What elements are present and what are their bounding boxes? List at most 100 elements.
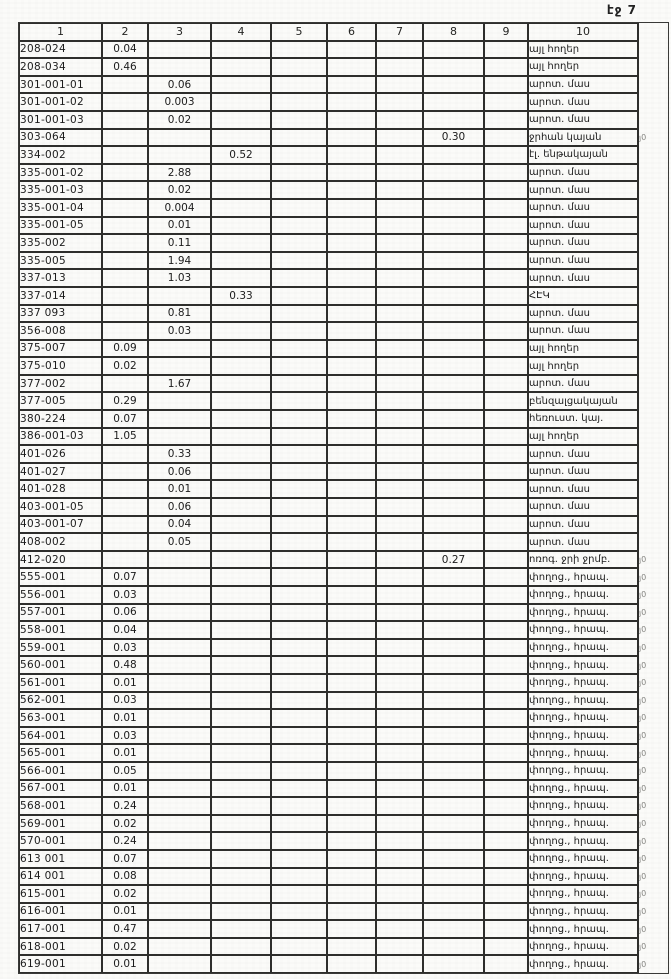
- table-row: 619-001 0.01 փողոց., հրապ. յ0: [18, 954, 668, 975]
- cell-area-col9: [483, 92, 529, 112]
- cell-parcel-code: 562-001: [18, 690, 103, 711]
- cell-area-col2: 0.07: [101, 848, 149, 869]
- table-body: 208-024 0.04 այլ հողեր 208-034 0.46 այլ հողեր…: [18, 39, 668, 975]
- cell-land-use: ջրհան կայան: [527, 127, 639, 148]
- cell-area-col4: [210, 708, 272, 728]
- cell-area-col4: [210, 919, 272, 939]
- table-row: 613 001 0.07 փողոց., հրապ. յ0: [18, 848, 668, 869]
- cell-area-col3: 0.03: [147, 321, 212, 341]
- margin-annotation: յ0: [638, 727, 668, 745]
- cell-area-col7: [375, 848, 424, 869]
- cell-area-col5: [270, 831, 328, 851]
- cell-area-col6: [326, 901, 377, 922]
- cell-area-col7: [375, 549, 424, 570]
- cell-area-col2: [101, 250, 149, 271]
- table-row: 559-001 0.03 փողոց., հրապ. յ0: [18, 637, 668, 658]
- cell-land-use: հեռուստ. կայ.: [527, 409, 639, 429]
- cell-land-use: փողոց., հրապ.: [527, 778, 639, 799]
- cell-area-col5: [270, 637, 328, 658]
- cell-area-col2: 0.01: [101, 954, 149, 975]
- table-row: 616-001 0.01 փողոց., հրապ. յ0: [18, 901, 668, 922]
- cell-parcel-code: 208-034: [18, 57, 103, 77]
- column-header: 7: [375, 22, 424, 42]
- cell-area-col7: [375, 233, 424, 253]
- cell-area-col3: [147, 356, 212, 376]
- cell-parcel-code: 301-001-03: [18, 109, 103, 130]
- cell-area-col4: [210, 831, 272, 851]
- cell-area-col5: [270, 936, 328, 957]
- cell-parcel-code: 334-002: [18, 145, 103, 165]
- cell-area-col7: [375, 884, 424, 904]
- handwritten-mark: յ0: [638, 695, 647, 706]
- cell-area-col2: 0.07: [101, 567, 149, 587]
- cell-area-col6: [326, 884, 377, 904]
- cell-parcel-code: 375-010: [18, 356, 103, 376]
- cell-area-col8: [422, 479, 485, 500]
- cell-area-col6: [326, 409, 377, 429]
- cell-land-use: փողոց., հրապ.: [527, 585, 639, 605]
- cell-area-col2: [101, 321, 149, 341]
- margin-annotation: [638, 181, 668, 199]
- cell-area-col8: [422, 338, 485, 359]
- handwritten-mark: յ0: [638, 801, 647, 811]
- cell-area-col7: [375, 602, 424, 623]
- cell-area-col9: [483, 936, 529, 957]
- margin-annotation: [638, 392, 668, 410]
- cell-land-use: արոտ. մաս: [527, 92, 639, 112]
- cell-area-col2: 0.03: [101, 585, 149, 605]
- cell-area-col3: [147, 655, 212, 675]
- cell-land-use: այլ հողեր: [527, 39, 639, 60]
- cell-area-col9: [483, 215, 529, 236]
- margin-annotation: [638, 76, 668, 94]
- cell-area-col9: [483, 57, 529, 77]
- cell-area-col6: [326, 109, 377, 130]
- cell-area-col4: [210, 92, 272, 112]
- cell-area-col6: [326, 145, 377, 165]
- table-row: 567-001 0.01 փողոց., հրապ. յ0: [18, 778, 668, 799]
- cell-area-col5: [270, 866, 328, 887]
- cell-area-col9: [483, 637, 529, 658]
- margin-annotation: յ0: [638, 780, 668, 798]
- cell-area-col4: [210, 180, 272, 200]
- cell-area-col8: [422, 215, 485, 236]
- cell-area-col4: [210, 778, 272, 799]
- cell-area-col6: [326, 285, 377, 306]
- cell-area-col8: [422, 57, 485, 77]
- cell-land-use: արոտ. մաս: [527, 532, 639, 552]
- cell-area-col9: [483, 338, 529, 359]
- cell-land-use: փողոց., հրապ.: [527, 936, 639, 957]
- cell-land-use: արոտ. մաս: [527, 268, 639, 288]
- cell-area-col3: 0.81: [147, 303, 212, 324]
- cell-land-use: արոտ. մաս: [527, 180, 639, 200]
- cell-area-col7: [375, 74, 424, 95]
- cell-area-col3: 1.03: [147, 268, 212, 288]
- cell-area-col5: [270, 901, 328, 922]
- cell-area-col3: 0.06: [147, 74, 212, 95]
- cell-area-col4: [210, 725, 272, 746]
- cell-area-col3: [147, 708, 212, 728]
- cell-area-col8: [422, 426, 485, 447]
- cell-area-col9: [483, 743, 529, 763]
- land-parcel-table: 1 2 3 4 5 6 7 8 9 10 208-024 0.04 այլ հողեր 208-034 0…: [18, 22, 669, 975]
- cell-area-col6: [326, 57, 377, 77]
- table-row: 301-001-02 0.003 արոտ. մաս: [18, 92, 668, 112]
- cell-area-col8: [422, 321, 485, 341]
- cell-area-col3: [147, 743, 212, 763]
- handwritten-mark: յ0: [638, 765, 647, 776]
- cell-area-col5: [270, 813, 328, 834]
- cell-area-col2: 0.01: [101, 672, 149, 693]
- cell-parcel-code: 401-027: [18, 461, 103, 482]
- margin-annotation: յ0: [638, 762, 668, 780]
- cell-area-col8: [422, 162, 485, 183]
- cell-area-col6: [326, 919, 377, 939]
- cell-area-col3: 2.88: [147, 162, 212, 183]
- page-number-label: էջ 7: [606, 3, 637, 17]
- cell-area-col6: [326, 373, 377, 394]
- cell-area-col8: [422, 180, 485, 200]
- cell-parcel-code: 618-001: [18, 936, 103, 957]
- cell-parcel-code: 380-224: [18, 409, 103, 429]
- cell-area-col7: [375, 391, 424, 412]
- cell-area-col5: [270, 532, 328, 552]
- cell-land-use: փողոց., հրապ.: [527, 672, 639, 693]
- margin-annotation: [638, 322, 668, 340]
